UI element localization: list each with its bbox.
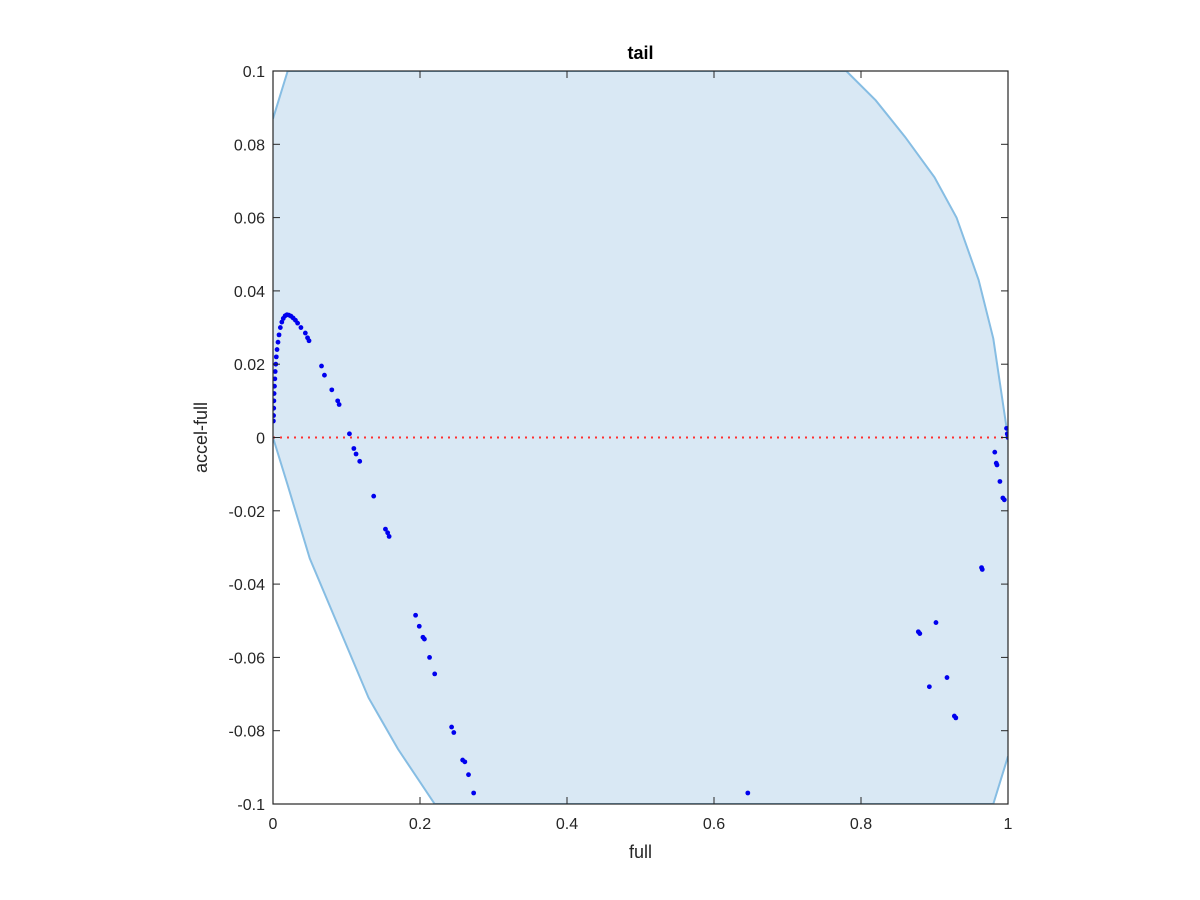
data-point xyxy=(351,446,357,451)
data-point xyxy=(273,376,278,382)
data-point xyxy=(273,398,277,404)
data-point xyxy=(1004,431,1008,437)
x-axis-label: full xyxy=(629,842,652,862)
data-point xyxy=(745,790,751,796)
y-tick-label: 0.08 xyxy=(234,137,265,154)
y-axis-ticks: 0.1 0.08 0.06 0.04 0.02 0 -0.02 -0.04 -0.06 -0.08… xyxy=(229,64,1008,814)
data-point xyxy=(371,493,377,499)
data-point xyxy=(994,462,1000,468)
data-point xyxy=(277,325,283,330)
data-point xyxy=(306,338,312,344)
y-tick-label: -0.02 xyxy=(229,504,266,521)
data-point xyxy=(273,391,277,396)
data-point xyxy=(295,320,301,326)
x-axis-ticks: 0 0.2 0.4 0.6 0.8 1 xyxy=(269,71,1013,833)
data-point xyxy=(273,413,276,418)
data-point xyxy=(353,451,359,457)
data-point xyxy=(386,534,392,539)
region-lower-edge xyxy=(273,437,1008,804)
y-tick-label: -0.06 xyxy=(229,650,266,667)
data-point xyxy=(432,671,438,677)
data-point xyxy=(273,405,277,411)
data-point xyxy=(347,431,352,437)
data-point xyxy=(451,730,457,735)
y-tick-label: -0.08 xyxy=(229,724,266,741)
data-point xyxy=(275,339,281,345)
data-point xyxy=(385,530,391,536)
data-point xyxy=(383,526,388,532)
region-upper-edge xyxy=(273,71,1008,438)
data-point xyxy=(1001,497,1007,503)
data-point xyxy=(953,715,959,721)
data-points xyxy=(273,312,1008,796)
confidence-region xyxy=(273,71,1008,804)
data-point xyxy=(926,684,932,690)
y-tick-label: -0.04 xyxy=(229,577,266,594)
y-tick-label: 0.02 xyxy=(234,357,265,374)
data-point xyxy=(357,458,363,464)
data-point xyxy=(273,354,279,360)
data-point xyxy=(279,319,285,325)
chart-title: tail xyxy=(627,43,653,63)
y-tick-label: 0.1 xyxy=(243,64,265,81)
data-point xyxy=(933,620,939,625)
data-point xyxy=(274,347,280,352)
data-point xyxy=(427,655,432,660)
data-point xyxy=(302,330,308,336)
data-point xyxy=(416,623,422,629)
data-point xyxy=(449,724,455,730)
x-tick-label: 0 xyxy=(269,816,278,833)
data-point xyxy=(322,372,327,378)
x-tick-label: 0.2 xyxy=(409,816,431,833)
data-point xyxy=(336,402,342,407)
data-point xyxy=(273,418,276,424)
x-tick-label: 0.6 xyxy=(703,816,725,833)
y-tick-label: 0 xyxy=(256,431,265,448)
y-tick-label: 0.06 xyxy=(234,211,265,228)
x-tick-label: 0.8 xyxy=(850,816,872,833)
data-point xyxy=(462,759,468,765)
data-point xyxy=(413,612,418,618)
data-point xyxy=(466,772,471,778)
data-point xyxy=(422,636,427,642)
data-point xyxy=(471,790,477,796)
data-point xyxy=(273,383,277,389)
data-point xyxy=(335,398,341,404)
region-fill xyxy=(273,71,1008,804)
data-point xyxy=(298,325,304,330)
data-point xyxy=(273,369,278,374)
y-tick-label: 0.04 xyxy=(234,284,265,301)
data-point xyxy=(979,567,985,572)
data-point xyxy=(997,479,1003,484)
y-tick-label: -0.1 xyxy=(237,797,265,814)
data-point xyxy=(1004,425,1008,431)
y-axis-label: accel-full xyxy=(191,402,211,473)
data-point xyxy=(319,363,324,369)
data-point xyxy=(992,449,998,455)
x-tick-label: 1 xyxy=(1004,816,1013,833)
x-tick-label: 0.4 xyxy=(556,816,578,833)
data-point xyxy=(944,675,950,680)
data-point xyxy=(917,631,923,636)
data-point xyxy=(276,332,282,338)
data-point xyxy=(329,387,335,393)
